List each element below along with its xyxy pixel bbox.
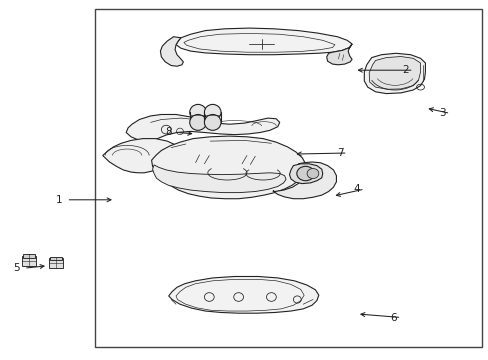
Polygon shape xyxy=(102,139,178,173)
Polygon shape xyxy=(176,28,351,55)
Text: 4: 4 xyxy=(353,184,360,194)
Polygon shape xyxy=(272,162,336,199)
Text: 1: 1 xyxy=(55,195,62,205)
Text: 2: 2 xyxy=(402,65,408,75)
Polygon shape xyxy=(126,114,279,141)
Polygon shape xyxy=(22,256,36,266)
Ellipse shape xyxy=(189,104,206,120)
Ellipse shape xyxy=(306,168,318,179)
Text: 6: 6 xyxy=(389,312,396,323)
Text: 7: 7 xyxy=(336,148,343,158)
Polygon shape xyxy=(289,164,322,184)
Text: 8: 8 xyxy=(165,127,172,138)
Polygon shape xyxy=(50,257,62,260)
Polygon shape xyxy=(326,44,351,65)
Text: 5: 5 xyxy=(13,263,20,273)
Bar xyxy=(95,9,481,347)
Polygon shape xyxy=(160,37,183,66)
Polygon shape xyxy=(168,276,318,313)
Text: 3: 3 xyxy=(438,108,445,118)
Ellipse shape xyxy=(296,166,314,181)
Polygon shape xyxy=(364,53,425,94)
Polygon shape xyxy=(23,254,35,258)
Ellipse shape xyxy=(204,104,221,120)
Polygon shape xyxy=(152,165,285,193)
Ellipse shape xyxy=(204,114,221,130)
Polygon shape xyxy=(151,136,305,199)
Polygon shape xyxy=(368,57,420,89)
Polygon shape xyxy=(49,258,63,268)
Ellipse shape xyxy=(189,114,206,130)
